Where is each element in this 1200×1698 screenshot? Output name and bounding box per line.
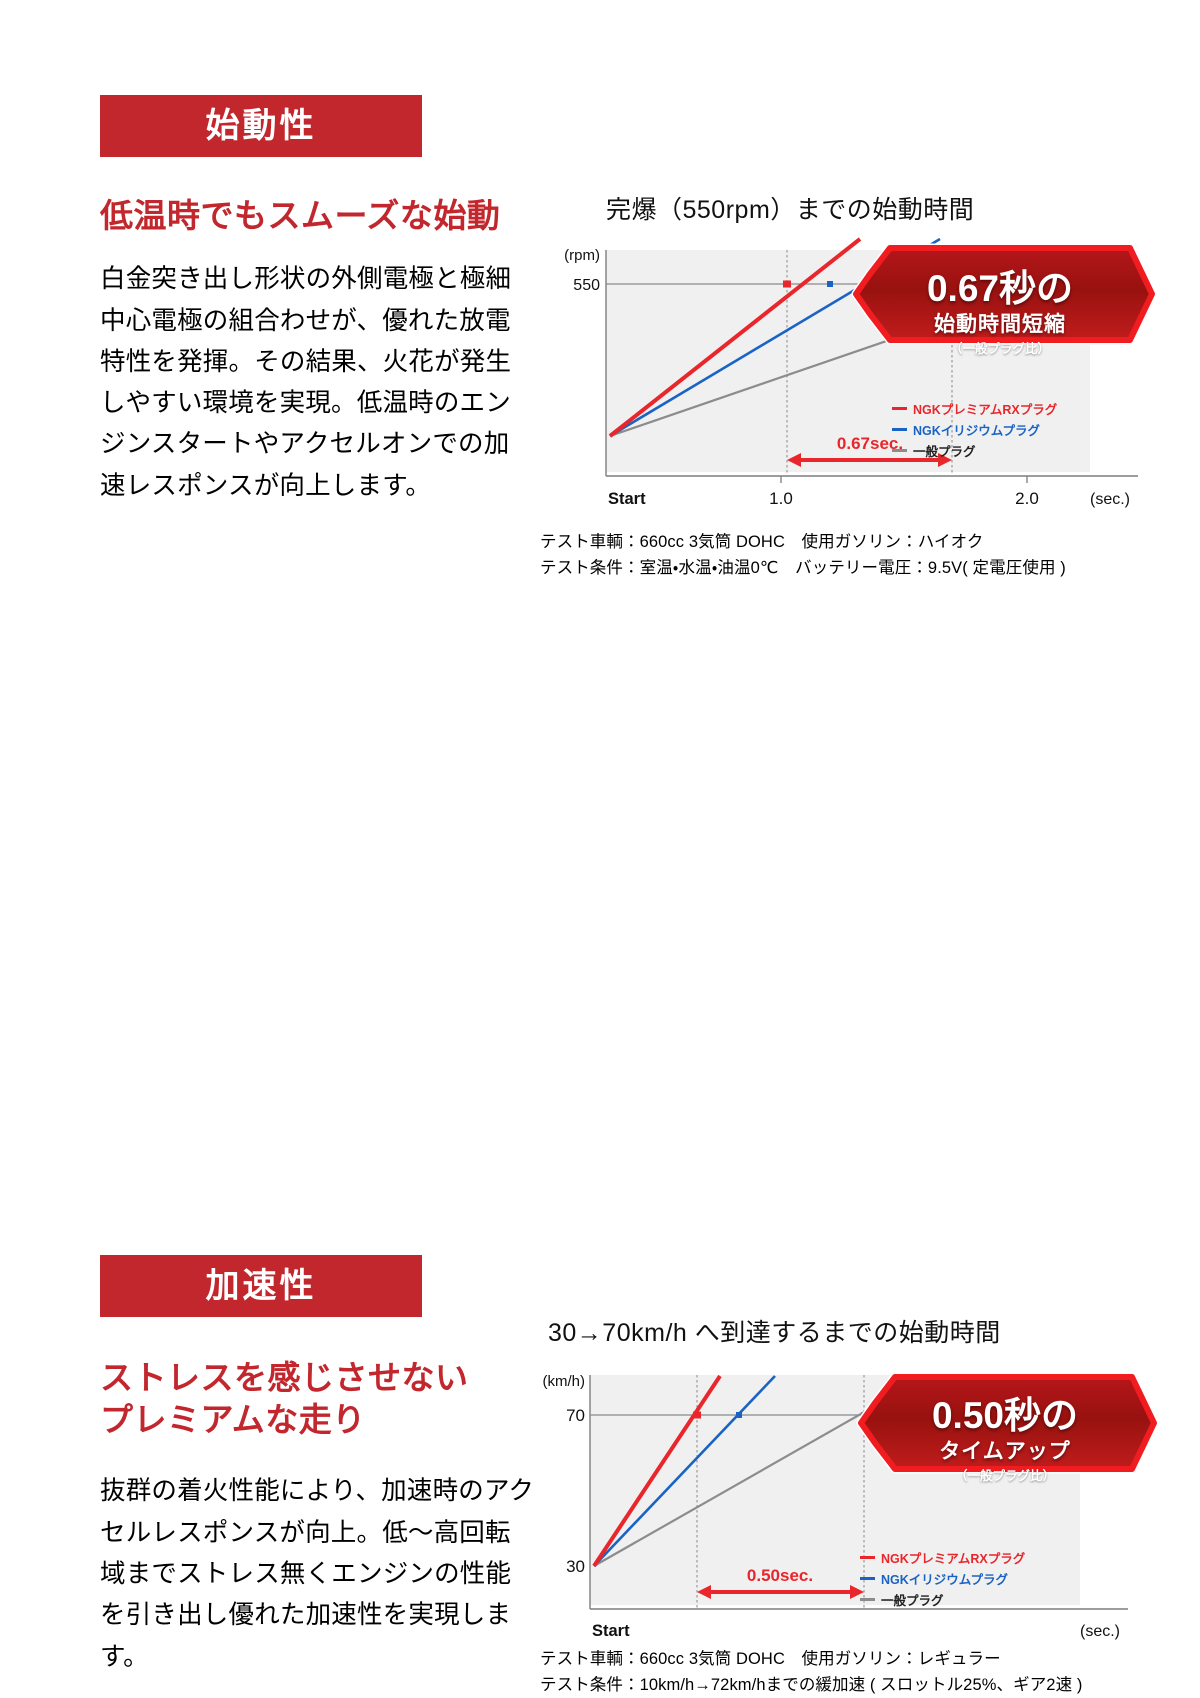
chart-1-ylabel: (rpm) [564,247,600,264]
section-2-headline-line1: ストレスを感じさせない [100,1359,469,1396]
chart-1-ytick-550: 550 [573,277,600,294]
chart-2-xlabel: (sec.) [1080,1623,1120,1640]
chart-1-series-premium-rx [608,237,862,438]
section-1-tag-badge: 始動性 [100,95,422,157]
section-2-headline: ストレスを感じさせない プレミアムな走り [100,1357,540,1441]
chart-1-footnote-line1: テスト車輌：660cc 3気筒 DOHC 使用ガソリン：ハイオク [540,533,984,551]
section-2-text-column: 加速性 ストレスを感じさせない プレミアムな走り 抜群の着火性能により、加速時の… [100,1255,540,1678]
section-2-headline-line2: プレミアムな走り [100,1401,366,1439]
chart-2-ylabel: (km/h) [543,1373,586,1390]
chart-block-startability: 完爆（550rpm）までの始動時間 [540,190,1170,581]
chart-2-ytick-30: 30 [566,1557,585,1576]
chart-1-xtick-2-label: 2.0 [1015,489,1039,508]
section-acceleration: 加速性 ストレスを感じさせない プレミアムな走り 抜群の着火性能により、加速時の… [0,600,1200,1694]
section-2-tag-badge: 加速性 [100,1255,422,1317]
chart-2-ytick-70: 70 [566,1406,585,1425]
chart-1-delta-label: 0.67sec. [837,434,903,453]
chart-2-footnote: テスト車輌：660cc 3気筒 DOHC 使用ガソリン：レギュラー テスト条件：… [540,1647,1170,1698]
chart-1-footnote-line2: テスト条件：室温・水温・油温0℃ バッテリー電圧：9.5V( 定電圧使用 ) [540,558,1066,577]
chart-2-xtick-start: Start [592,1622,630,1640]
chart-1-point-iridium [827,281,833,287]
chart-2-delta-label: 0.50sec. [747,1566,813,1585]
section-1-text-column: 始動性 低温時でもスムーズな始動 白金突き出し形状の外側電極と極細中心電極の組合… [100,95,540,507]
section-1-headline: 低温時でもスムーズな始動 [100,197,501,234]
chart-2-point-iridium [736,1412,742,1418]
chart-2-figure: (km/h) 70 30 Start (sec.) 0.50sec. [540,1359,1160,1640]
section-1-body-text: 白金突き出し形状の外側電極と極細中心電極の組合わせが、優れた放電特性を発揮。その… [100,265,512,500]
chart-2-footnote-line1: テスト車輌：660cc 3気筒 DOHC 使用ガソリン：レギュラー [540,1650,1001,1668]
chart-1-xtick-start: Start [608,490,646,508]
chart-1-badge-shape [851,243,1157,345]
section-startability: 始動性 低温時でもスムーズな始動 白金突き出し形状の外側電極と極細中心電極の組合… [0,0,1200,600]
chart-1-xtick-1-label: 1.0 [769,489,793,508]
chart-2-title: 30→70km/h へ到達するまでの始動時間 [548,1319,1001,1347]
chart-2-badge-shape [856,1372,1159,1474]
chart-1-point-premium-rx [783,280,791,288]
chart-1-svg: (rpm) 550 Start 1.0 2.0 (sec.) 0.67sec. [564,237,1157,508]
chart-2-svg: (km/h) 70 30 Start (sec.) 0.50sec. [543,1372,1159,1640]
chart-1-figure: (rpm) 550 Start 1.0 2.0 (sec.) 0.67sec. [540,236,1160,516]
chart-1-delta-arrow [787,453,952,467]
chart-2-point-premium-rx [693,1411,701,1419]
chart-2-footnote-line2: テスト条件：10km/h→72km/hまでの緩加速 ( スロットル25%、ギア2… [540,1675,1083,1694]
chart-1-xlabel: (sec.) [1090,491,1130,508]
chart-1-title: 完爆（550rpm）までの始動時間 [606,196,975,224]
chart-block-acceleration: 30→70km/h へ到達するまでの始動時間 [540,1313,1170,1698]
section-2-body-text: 抜群の着火性能により、加速時のアクセルレスポンスが向上。低〜高回転域までストレス… [100,1477,535,1671]
chart-1-footnote: テスト車輌：660cc 3気筒 DOHC 使用ガソリン：ハイオク テスト条件：室… [540,530,1170,581]
